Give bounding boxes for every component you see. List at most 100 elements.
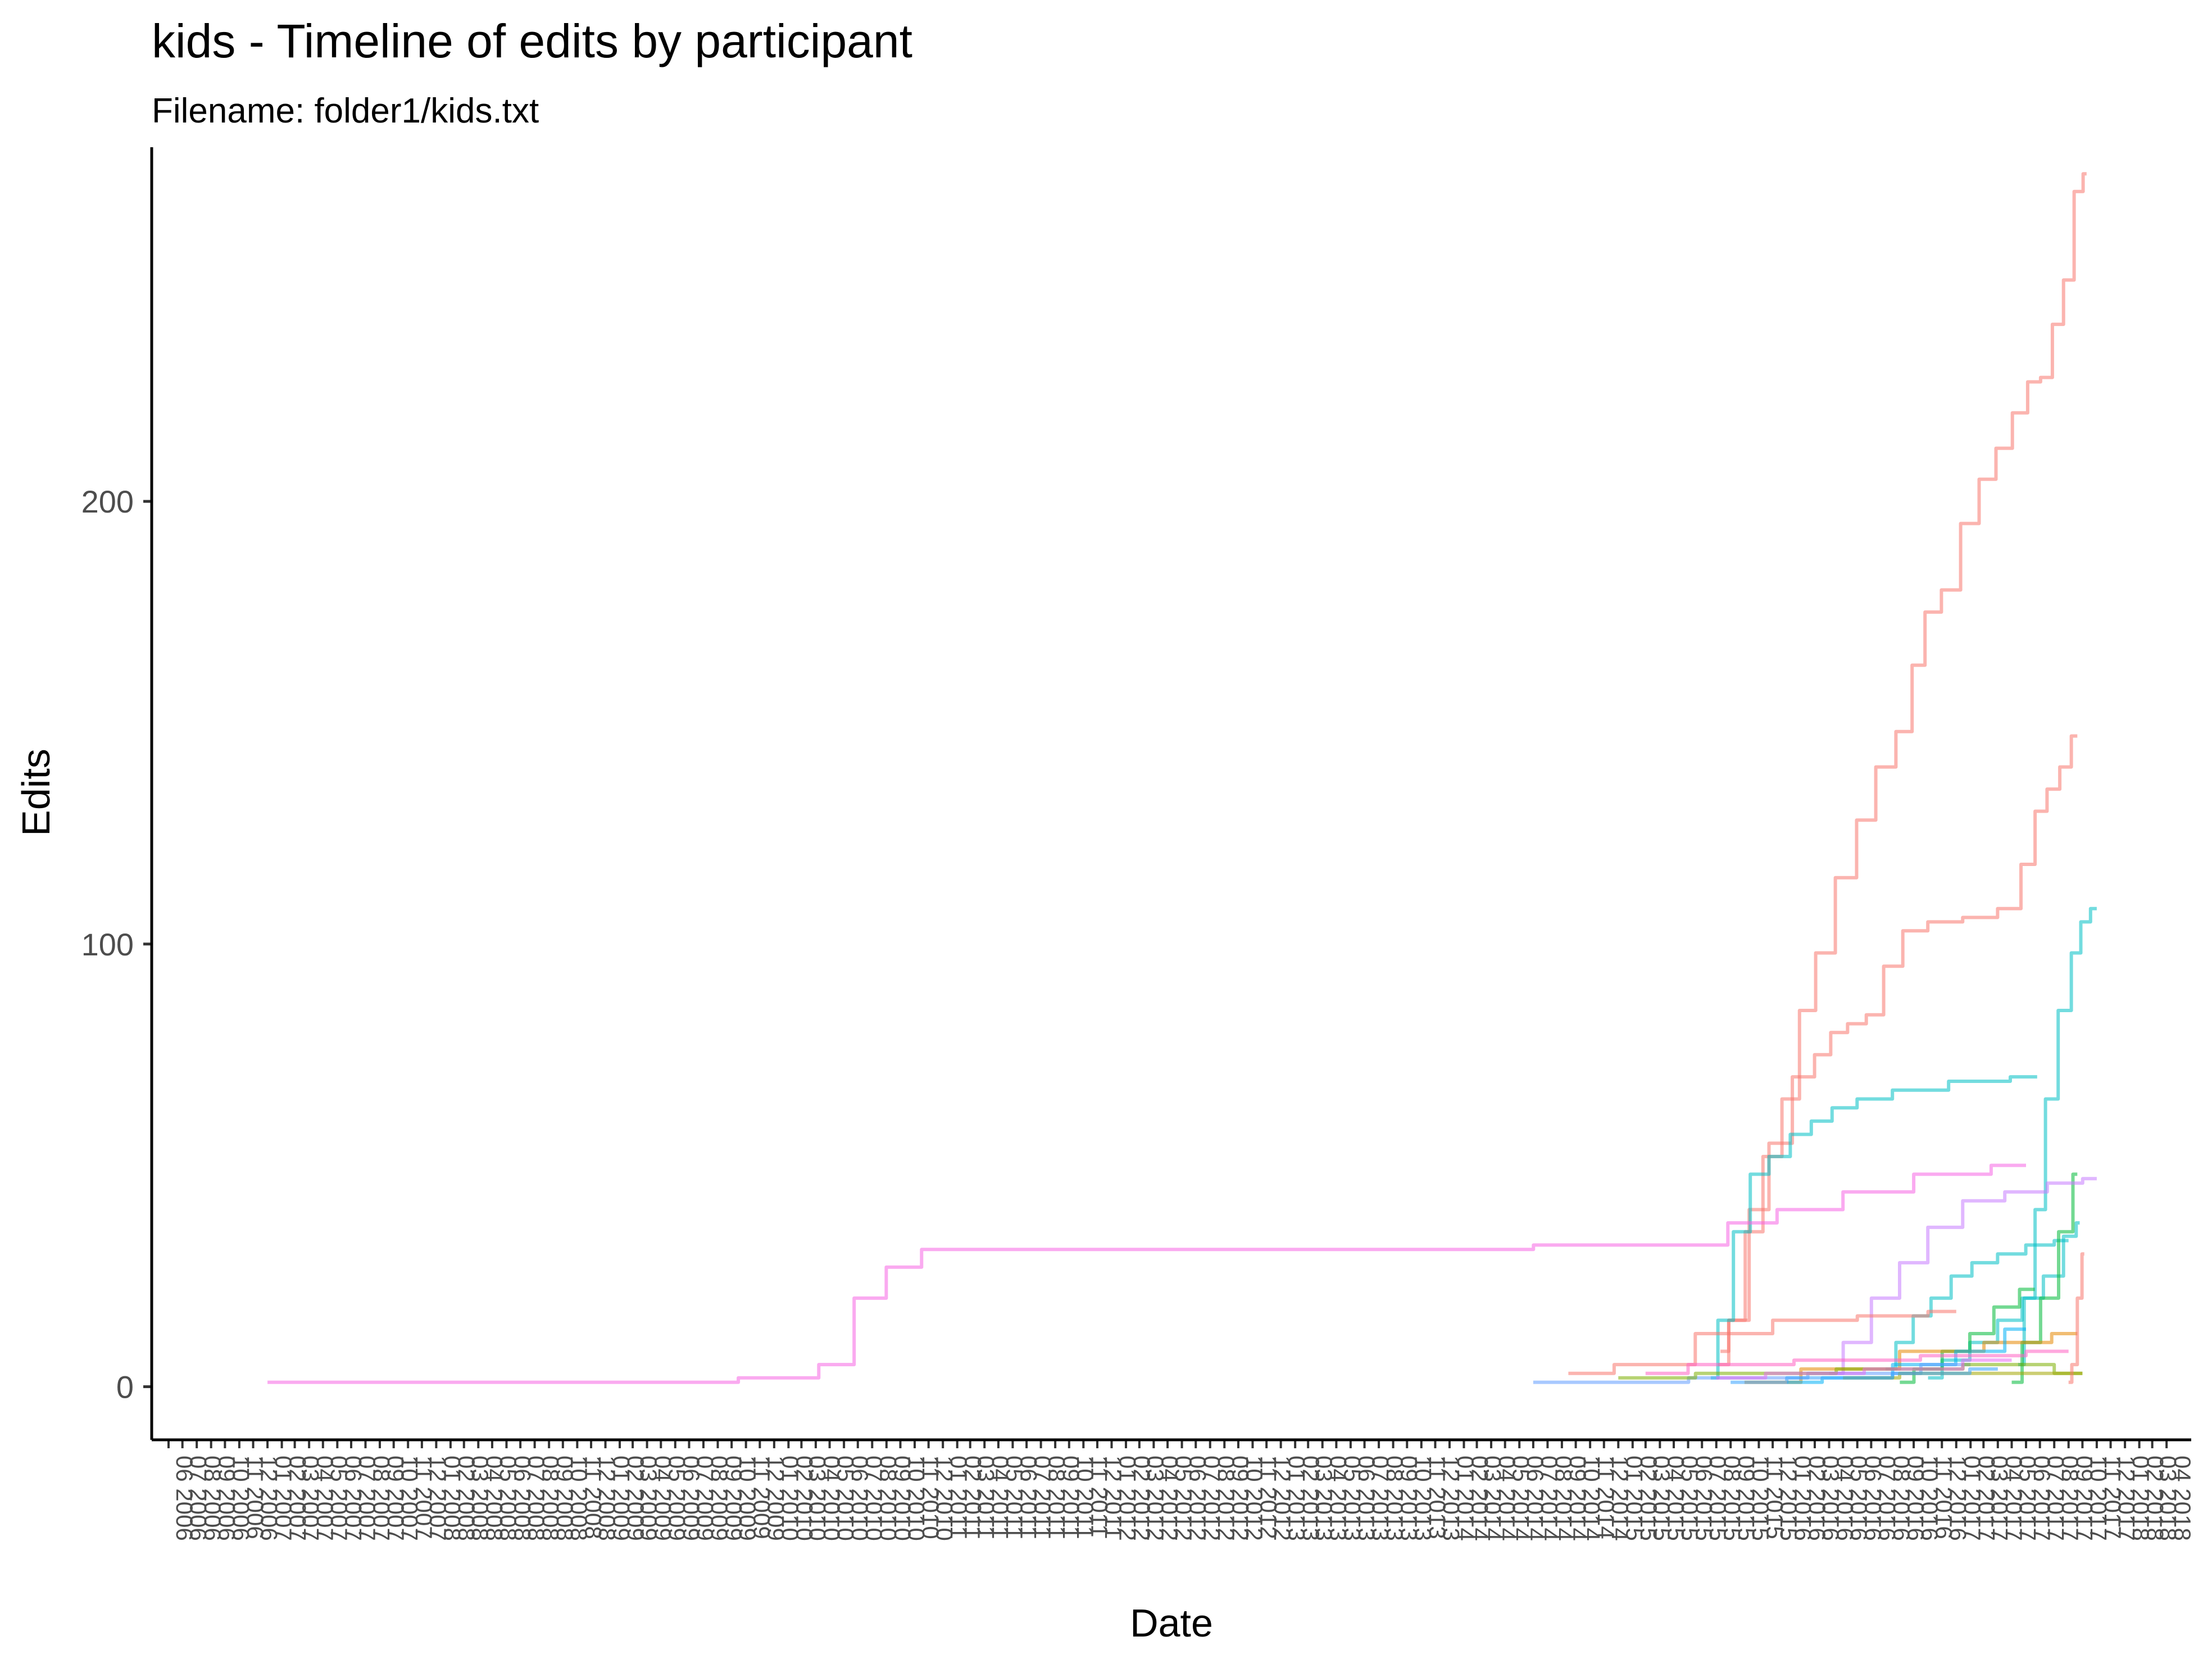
x-tick-label: 10 2017 [2085, 1456, 2111, 1541]
x-tick-label: 04 2007 [312, 1456, 338, 1541]
x-tick-label: 07 2008 [523, 1456, 549, 1541]
x-tick-label: 04 2011 [987, 1456, 1014, 1539]
series-line-2 [1718, 734, 2078, 1367]
x-tick-label: 10 2014 [1579, 1456, 1605, 1541]
x-tick-label: 08 2009 [706, 1456, 733, 1541]
x-tick-label: 09 2014 [1565, 1456, 1591, 1541]
x-tick-label: 04 2013 [1325, 1456, 1352, 1541]
x-tick-label: 11 2011 [1086, 1456, 1112, 1538]
x-tick-label: 04 2018 [2169, 1456, 2196, 1541]
chart-title: kids - Timeline of edits by participant [152, 15, 912, 67]
x-tick-label: 02 2014 [1466, 1456, 1493, 1541]
x-tick-label: 08 2013 [1382, 1456, 1408, 1541]
x-tick-label: 07 2011 [1029, 1456, 1056, 1539]
x-tick-label: 10 2006 [228, 1456, 254, 1541]
series-line-12 [1744, 1332, 2078, 1384]
x-tick-label: 04 2009 [650, 1456, 676, 1541]
x-axis-title: Date [1130, 1601, 1213, 1645]
x-tick-label: 11 2008 [580, 1456, 606, 1539]
x-tick-label: 07 2012 [1198, 1456, 1225, 1541]
x-tick-label: 09 2016 [1902, 1456, 1929, 1541]
series-line-3 [1710, 1075, 2037, 1380]
x-tick-label: 06 2006 [171, 1456, 198, 1541]
x-tick-label: 11 2013 [1424, 1456, 1451, 1539]
x-tick-label: 03 2007 [298, 1456, 324, 1541]
x-tick-label: 08 2012 [1213, 1456, 1239, 1541]
x-tick-label: 12 2016 [1945, 1456, 1971, 1541]
x-tick-label: 02 2015 [1636, 1456, 1662, 1541]
x-tick-label: 05 2010 [833, 1456, 859, 1541]
y-tick-label: 200 [81, 484, 134, 519]
x-tick-label: 07 2016 [1874, 1456, 1900, 1541]
x-tick-label: 03 2011 [973, 1456, 1000, 1539]
x-tick-label: 10 2011 [1072, 1456, 1098, 1539]
x-tick-label: 03 2017 [1986, 1456, 2013, 1541]
x-tick-label: 12 2012 [1269, 1456, 1296, 1541]
x-tick-label: 11 2009 [749, 1456, 775, 1539]
x-tick-label: 02 2007 [285, 1456, 311, 1541]
x-tick-label: 10 2008 [566, 1456, 592, 1541]
x-tick-label: 01 2008 [439, 1456, 465, 1541]
x-tick-label: 03 2016 [1818, 1456, 1844, 1541]
x-tick-label: 06 2017 [2029, 1456, 2055, 1541]
x-tick-label: 06 2012 [1185, 1456, 1211, 1541]
x-tick-label: 05 2007 [326, 1456, 352, 1541]
series-line-18 [1730, 1367, 1998, 1384]
x-tick-label: 01 2012 [1115, 1456, 1141, 1541]
x-tick-label: 10 2009 [734, 1456, 761, 1541]
x-tick-label: 06 2016 [1860, 1456, 1887, 1541]
x-tick-label: 04 2012 [1156, 1456, 1183, 1541]
y-tick-label: 100 [81, 927, 134, 962]
x-tick-label: 02 2008 [453, 1456, 480, 1541]
x-tick-label: 01 2007 [270, 1456, 297, 1541]
x-tick-label: 03 2013 [1311, 1456, 1337, 1541]
x-tick-label: 05 2015 [1677, 1456, 1703, 1541]
x-tick-label: 09 2007 [383, 1456, 409, 1541]
x-tick-label: 01 2013 [1284, 1456, 1310, 1541]
x-tick-label: 11 2012 [1255, 1456, 1282, 1539]
x-tick-label: 03 2009 [635, 1456, 662, 1541]
x-tick-label: 03 2018 [2155, 1456, 2182, 1541]
x-tick-label: 05 2016 [1846, 1456, 1872, 1541]
x-tick-label: 01 2017 [1959, 1456, 1986, 1541]
x-tick-label: 12 2007 [425, 1456, 451, 1541]
x-tick-label: 04 2014 [1494, 1456, 1520, 1541]
series-layer [267, 172, 2097, 1384]
x-tick-label: 12 2011 [1100, 1456, 1127, 1539]
x-tick-label: 12 2009 [762, 1456, 789, 1541]
x-tick-label: 03 2015 [1648, 1456, 1675, 1541]
x-tick-label: 06 2010 [847, 1456, 873, 1541]
x-tick-label: 12 2006 [256, 1456, 283, 1541]
x-tick-label: 08 2017 [2057, 1456, 2083, 1541]
x-tick-label: 08 2008 [538, 1456, 564, 1541]
x-tick-label: 11 2007 [411, 1456, 437, 1539]
x-tick-label: 11 2015 [1761, 1456, 1788, 1539]
x-tick-label: 09 2006 [214, 1456, 240, 1541]
x-tick-label: 08 2007 [369, 1456, 395, 1541]
y-axis-title: Edits [14, 749, 58, 836]
x-tick-label: 03 2014 [1480, 1456, 1506, 1541]
x-tick-label: 08 2015 [1719, 1456, 1746, 1541]
x-tick-label: 08 2006 [199, 1456, 226, 1541]
x-tick-label: 02 2017 [1973, 1456, 2000, 1541]
x-tick-label: 12 2014 [1607, 1456, 1633, 1541]
y-tick-label: 0 [116, 1369, 134, 1404]
x-tick-label: 04 2010 [819, 1456, 845, 1541]
x-tick-label: 06 2011 [1015, 1456, 1042, 1539]
series-line-10 [267, 1163, 2026, 1384]
x-tick-label: 09 2011 [1058, 1456, 1084, 1539]
x-tick-label: 06 2008 [509, 1456, 535, 1541]
series-line-5 [1885, 1239, 2069, 1371]
x-tick-label: 07 2013 [1368, 1456, 1394, 1541]
x-tick-label: 07 2006 [185, 1456, 212, 1541]
series-line-19 [1716, 1358, 2012, 1380]
x-tick-label: 09 2010 [889, 1456, 916, 1541]
x-tick-label: 09 2008 [552, 1456, 578, 1541]
x-tick-label: 11 2006 [242, 1456, 269, 1539]
x-tick-label: 08 2010 [875, 1456, 901, 1541]
series-line-11 [1568, 1309, 1956, 1375]
series-line-1 [1720, 172, 2087, 1353]
x-tick-label: 11 2010 [917, 1456, 944, 1539]
series-line-20 [2068, 1252, 2084, 1384]
